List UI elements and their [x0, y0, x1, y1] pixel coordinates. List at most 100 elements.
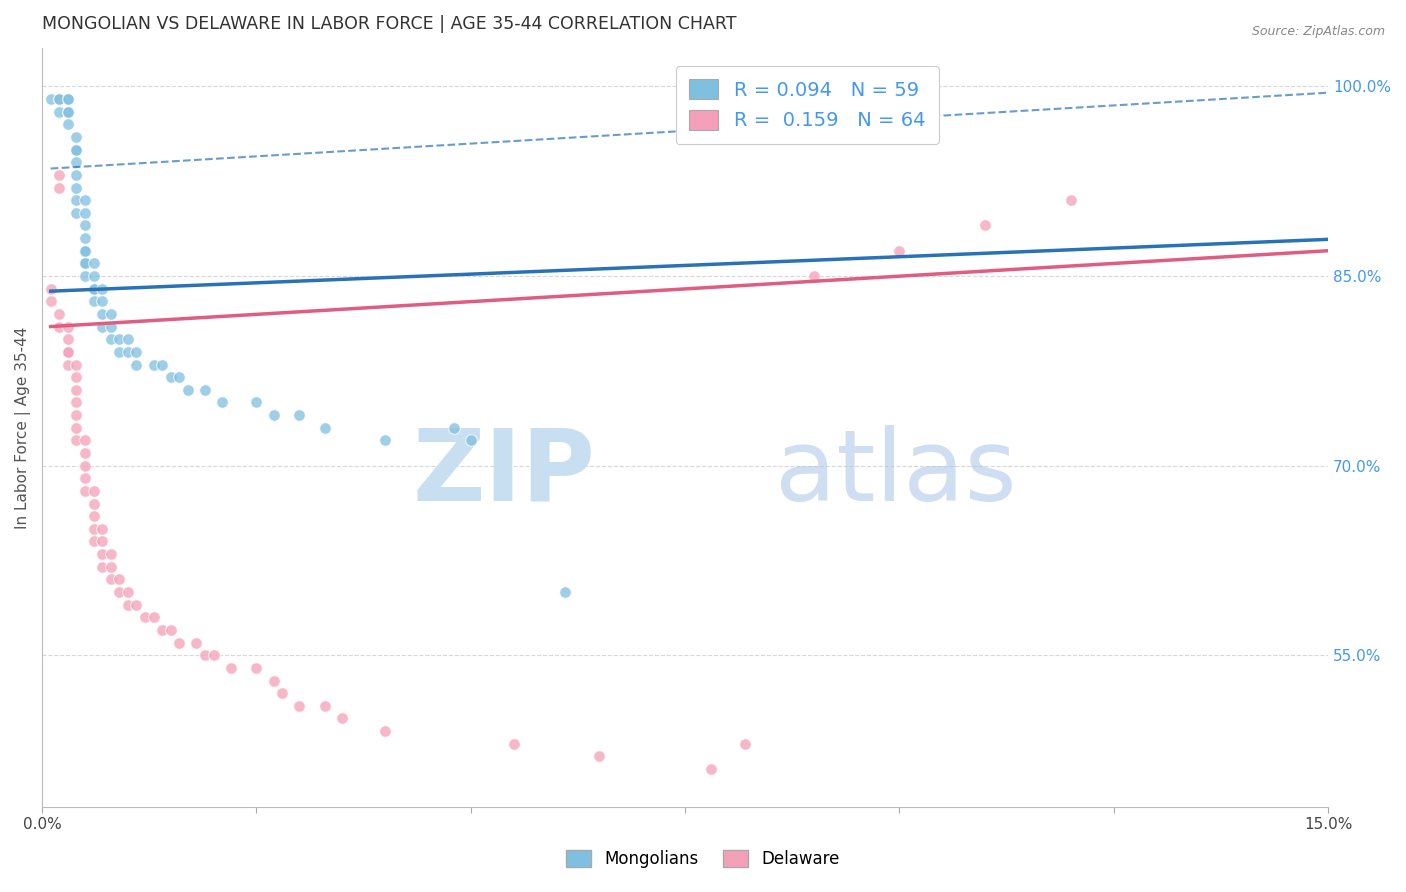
Text: atlas: atlas	[775, 425, 1017, 522]
Point	[202, 648, 225, 663]
Text: ZIP: ZIP	[412, 425, 595, 522]
Point	[73, 471, 96, 485]
Point	[48, 319, 70, 334]
Point	[142, 610, 165, 624]
Legend: R = 0.094   N = 59, R =  0.159   N = 64: R = 0.094 N = 59, R = 0.159 N = 64	[676, 66, 939, 144]
Point	[245, 661, 267, 675]
Point	[159, 623, 181, 637]
Point	[159, 370, 181, 384]
Point	[443, 420, 465, 434]
Point	[374, 434, 396, 448]
Point	[65, 143, 87, 157]
Point	[460, 434, 482, 448]
Point	[83, 282, 105, 296]
Point	[83, 534, 105, 549]
Point	[73, 434, 96, 448]
Point	[288, 698, 311, 713]
Point	[73, 483, 96, 498]
Point	[177, 383, 200, 397]
Point	[117, 344, 139, 359]
Point	[83, 268, 105, 283]
Point	[48, 104, 70, 119]
Point	[803, 268, 825, 283]
Point	[83, 483, 105, 498]
Point	[65, 370, 87, 384]
Point	[91, 294, 114, 309]
Y-axis label: In Labor Force | Age 35-44: In Labor Force | Age 35-44	[15, 326, 31, 529]
Point	[142, 358, 165, 372]
Point	[134, 610, 156, 624]
Point	[73, 256, 96, 270]
Point	[65, 383, 87, 397]
Point	[1060, 193, 1083, 207]
Point	[91, 282, 114, 296]
Point	[65, 180, 87, 194]
Point	[117, 585, 139, 599]
Point	[73, 231, 96, 245]
Point	[83, 294, 105, 309]
Point	[100, 319, 122, 334]
Point	[100, 547, 122, 561]
Point	[65, 206, 87, 220]
Point	[73, 244, 96, 258]
Point	[150, 358, 173, 372]
Point	[194, 383, 217, 397]
Point	[65, 358, 87, 372]
Point	[73, 193, 96, 207]
Point	[889, 244, 911, 258]
Point	[974, 219, 997, 233]
Point	[186, 635, 208, 649]
Point	[125, 344, 148, 359]
Point	[91, 522, 114, 536]
Point	[65, 193, 87, 207]
Point	[65, 395, 87, 409]
Point	[56, 117, 79, 131]
Point	[100, 307, 122, 321]
Point	[150, 623, 173, 637]
Point	[194, 648, 217, 663]
Point	[91, 547, 114, 561]
Point	[91, 534, 114, 549]
Point	[271, 686, 294, 700]
Point	[91, 319, 114, 334]
Point	[100, 559, 122, 574]
Point	[125, 358, 148, 372]
Point	[48, 92, 70, 106]
Point	[288, 408, 311, 422]
Point	[108, 573, 131, 587]
Point	[73, 244, 96, 258]
Point	[245, 395, 267, 409]
Point	[734, 737, 756, 751]
Point	[91, 307, 114, 321]
Point	[65, 434, 87, 448]
Legend: Mongolians, Delaware: Mongolians, Delaware	[560, 843, 846, 875]
Point	[39, 92, 62, 106]
Point	[554, 585, 576, 599]
Point	[56, 92, 79, 106]
Point	[48, 168, 70, 182]
Point	[108, 332, 131, 346]
Point	[91, 559, 114, 574]
Point	[65, 130, 87, 145]
Point	[48, 307, 70, 321]
Point	[56, 92, 79, 106]
Point	[125, 598, 148, 612]
Point	[100, 332, 122, 346]
Point	[117, 598, 139, 612]
Point	[73, 219, 96, 233]
Point	[73, 206, 96, 220]
Point	[39, 282, 62, 296]
Point	[314, 420, 336, 434]
Point	[73, 458, 96, 473]
Point	[330, 711, 353, 725]
Point	[83, 282, 105, 296]
Point	[48, 180, 70, 194]
Point	[56, 358, 79, 372]
Point	[39, 294, 62, 309]
Point	[56, 344, 79, 359]
Point	[56, 332, 79, 346]
Point	[169, 370, 191, 384]
Point	[169, 635, 191, 649]
Point	[588, 749, 610, 764]
Point	[108, 585, 131, 599]
